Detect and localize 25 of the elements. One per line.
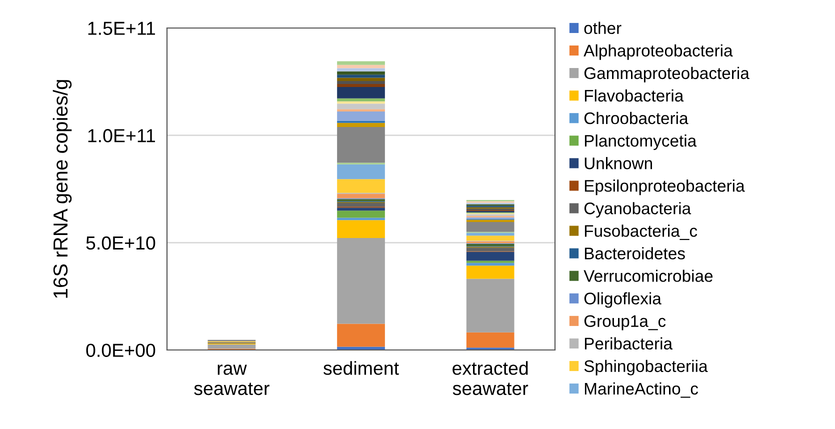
- legend-label: Chroobacteria: [584, 112, 688, 124]
- legend-label: Epsilonproteobacteria: [584, 180, 745, 196]
- y-axis-title: 16S rRNA gene copies/g: [52, 80, 72, 298]
- legend-label: other: [584, 22, 622, 34]
- legend-label: Cyanobacteria: [584, 202, 692, 218]
- x-tick-label: sediment: [323, 361, 399, 375]
- legend-label: Sphingobacteriia: [584, 360, 708, 376]
- x-tick-label: extracted seawater: [452, 361, 528, 396]
- y-tick-label: 1.5E+11: [88, 22, 155, 35]
- legend-label: Flavobacteria: [584, 89, 684, 102]
- legend-label: Planctomycetia: [584, 134, 697, 150]
- legend-label: Verrucomicrobiae: [584, 270, 713, 282]
- legend-label: Group1a_c: [584, 315, 666, 330]
- y-tick-label: 5.0E+10: [86, 236, 156, 250]
- legend-label: Gammaproteobacteria: [584, 66, 750, 82]
- legend-label: Alphaproteobacteria: [584, 44, 733, 60]
- x-tick-label: raw seawater: [194, 364, 270, 396]
- legend-label: Unknown: [584, 157, 652, 170]
- legend-label: Fusobacteria_c: [584, 224, 698, 240]
- legend-label: Peribacteria: [584, 337, 673, 350]
- y-tick-label: 1.0E+11: [88, 129, 155, 142]
- legend-label: Oligoflexia: [584, 292, 662, 308]
- legend-label: Bacteroidetes: [584, 247, 685, 260]
- legend-label: MarineActino_c: [584, 382, 698, 398]
- y-tick-label: 0.0E+00: [86, 344, 156, 357]
